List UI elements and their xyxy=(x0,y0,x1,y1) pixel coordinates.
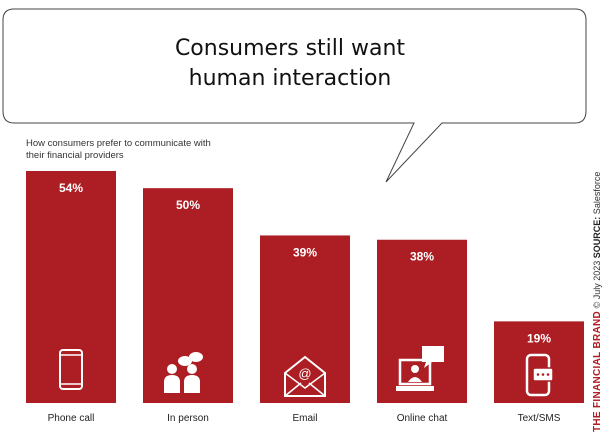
category-label: Online chat xyxy=(397,413,448,424)
category-label: Text/SMS xyxy=(518,413,561,424)
phone-icon xyxy=(59,349,83,390)
bar-email xyxy=(260,235,350,403)
bar-value-label: 54% xyxy=(59,181,83,195)
text-sms-icon xyxy=(525,353,554,397)
chart-subtitle: How consumers prefer to communicate with… xyxy=(26,138,211,162)
bar-value-label: 19% xyxy=(527,331,551,345)
category-label: Phone call xyxy=(48,413,95,424)
source-label: SOURCE: xyxy=(592,216,602,259)
category-label: Email xyxy=(292,413,317,424)
credit-date: © July 2023 xyxy=(592,260,602,309)
title-line-1: Consumers still want xyxy=(174,36,406,61)
callout-bubble xyxy=(2,8,587,183)
subtitle-line-2: their financial providers xyxy=(26,150,124,161)
bar-value-label: 50% xyxy=(176,198,200,212)
online-chat-icon xyxy=(396,346,444,391)
brand-name: THE FINANCIAL BRAND xyxy=(592,310,603,432)
bar-text-sms xyxy=(494,321,584,403)
category-label: In person xyxy=(167,413,209,424)
bar-value-label: 38% xyxy=(410,250,434,264)
bar-phone-call xyxy=(26,171,116,403)
source-name: Salesforce xyxy=(592,171,602,215)
callout-title: Consumers still want human interaction xyxy=(90,34,490,94)
email-icon: @ xyxy=(284,355,326,397)
svg-text:@: @ xyxy=(298,366,311,381)
people-chat-icon xyxy=(164,352,203,393)
credit-line: THE FINANCIAL BRAND © July 2023 SOURCE: … xyxy=(592,172,603,432)
bar-online-chat xyxy=(377,239,467,403)
subtitle-line-1: How consumers prefer to communicate with xyxy=(26,138,211,149)
bar-value-label: 39% xyxy=(293,245,317,259)
title-line-2: human interaction xyxy=(188,66,392,91)
